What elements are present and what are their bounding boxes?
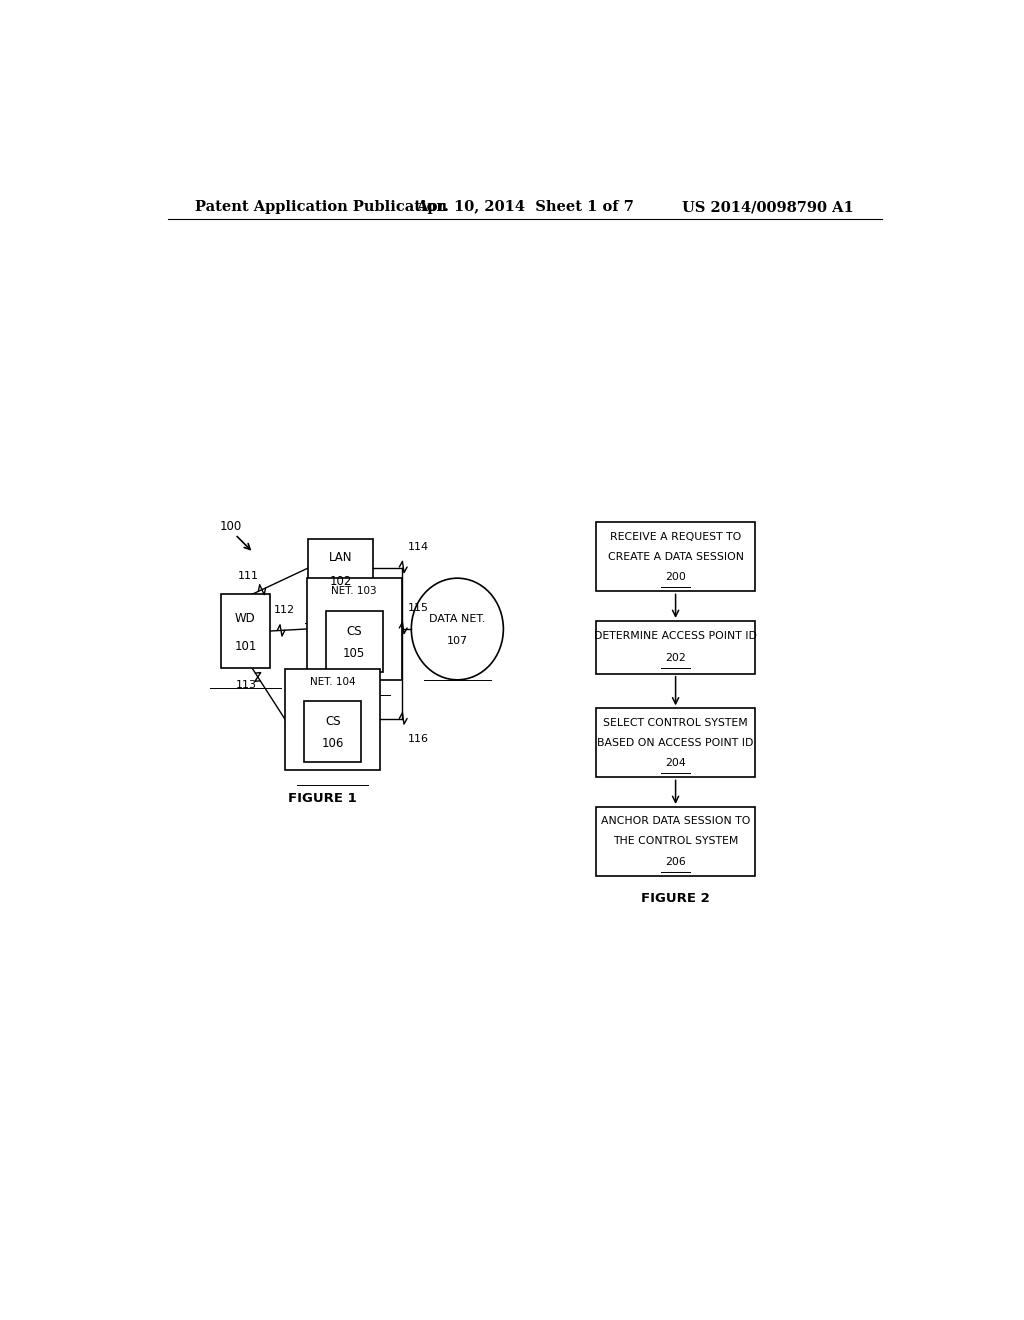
Text: 106: 106 xyxy=(322,738,344,750)
Text: NET. 104: NET. 104 xyxy=(310,677,355,686)
Bar xyxy=(306,578,401,680)
Text: RECEIVE A REQUEST TO: RECEIVE A REQUEST TO xyxy=(610,532,741,541)
Text: 200: 200 xyxy=(666,572,686,582)
Text: 101: 101 xyxy=(234,640,257,653)
Text: WD: WD xyxy=(236,612,256,626)
Text: NET. 103: NET. 103 xyxy=(332,586,377,597)
Text: SELECT CONTROL SYSTEM: SELECT CONTROL SYSTEM xyxy=(603,718,748,727)
Bar xyxy=(596,620,755,673)
Text: 116: 116 xyxy=(409,734,429,743)
Text: LAN: LAN xyxy=(329,552,352,565)
Text: BASED ON ACCESS POINT ID: BASED ON ACCESS POINT ID xyxy=(597,738,754,748)
Text: 113: 113 xyxy=(236,680,257,690)
Bar xyxy=(221,594,270,668)
Text: 102: 102 xyxy=(330,574,352,587)
Text: CS: CS xyxy=(325,715,341,729)
Text: CS: CS xyxy=(346,624,362,638)
Text: 206: 206 xyxy=(666,857,686,867)
Bar xyxy=(308,539,373,598)
Bar xyxy=(596,523,755,591)
Text: 112: 112 xyxy=(274,605,295,615)
Text: DATA NET.: DATA NET. xyxy=(429,614,485,624)
Bar xyxy=(304,701,361,762)
Text: THE CONTROL SYSTEM: THE CONTROL SYSTEM xyxy=(613,837,738,846)
Text: FIGURE 2: FIGURE 2 xyxy=(641,892,710,904)
Bar xyxy=(596,709,755,777)
Text: 202: 202 xyxy=(666,653,686,663)
Ellipse shape xyxy=(412,578,504,680)
Text: ANCHOR DATA SESSION TO: ANCHOR DATA SESSION TO xyxy=(601,816,751,826)
Text: CREATE A DATA SESSION: CREATE A DATA SESSION xyxy=(607,552,743,562)
Text: DETERMINE ACCESS POINT ID: DETERMINE ACCESS POINT ID xyxy=(594,631,757,642)
Text: 115: 115 xyxy=(409,603,429,612)
Text: Patent Application Publication: Patent Application Publication xyxy=(196,201,447,214)
Text: 107: 107 xyxy=(446,636,468,647)
Bar xyxy=(326,611,383,672)
Text: 100: 100 xyxy=(219,520,242,533)
Bar xyxy=(596,807,755,876)
Text: 204: 204 xyxy=(666,758,686,768)
Text: Apr. 10, 2014  Sheet 1 of 7: Apr. 10, 2014 Sheet 1 of 7 xyxy=(416,201,634,214)
Text: 105: 105 xyxy=(343,647,366,660)
Text: 114: 114 xyxy=(409,541,429,552)
Text: US 2014/0098790 A1: US 2014/0098790 A1 xyxy=(682,201,854,214)
Text: FIGURE 1: FIGURE 1 xyxy=(288,792,356,805)
Text: 111: 111 xyxy=(238,572,258,581)
Bar xyxy=(285,669,380,771)
